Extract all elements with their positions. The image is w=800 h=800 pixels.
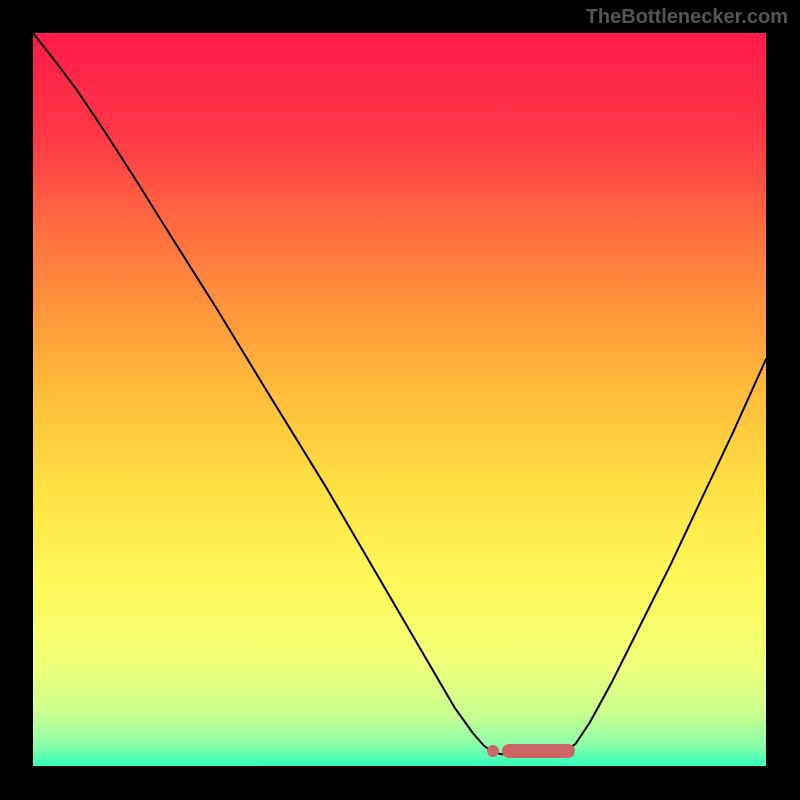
chart-marker-bar (502, 744, 575, 758)
chart-marker-dot (487, 745, 499, 757)
chart-curve-path (33, 33, 766, 754)
chart-plot-area (33, 33, 766, 766)
watermark-text: TheBottlenecker.com (586, 6, 788, 29)
chart-curve-svg (33, 33, 766, 766)
